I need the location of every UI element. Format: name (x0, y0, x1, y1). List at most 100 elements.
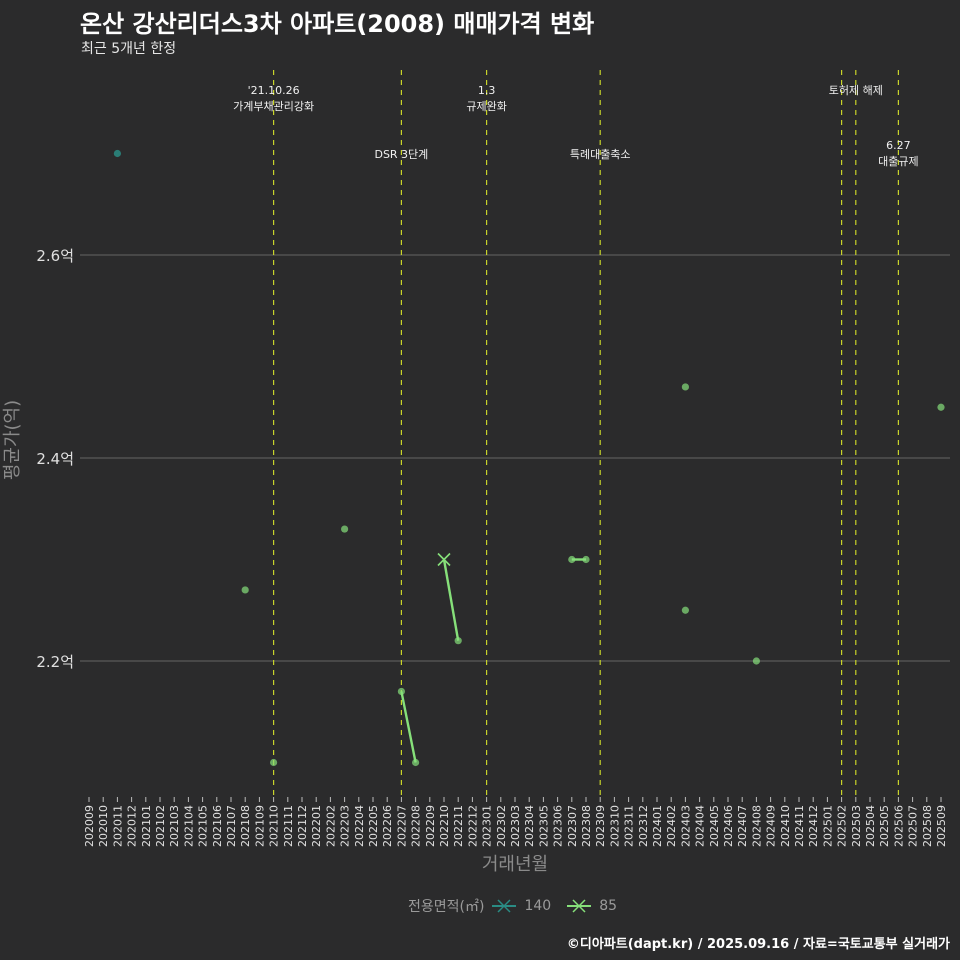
x-tick-label: 202302 (495, 805, 508, 847)
data-point-140 (113, 149, 121, 158)
data-point-85 (937, 403, 945, 411)
x-tick-label: 202507 (907, 805, 920, 847)
event-label: 가계부채관리강화 (233, 100, 314, 113)
x-tick-label: 202303 (509, 805, 522, 847)
legend-title: 전용면적(㎡) (408, 899, 485, 915)
x-tick-label: 202203 (339, 805, 352, 847)
data-point-85 (582, 555, 590, 564)
x-tick-label: 202412 (807, 805, 820, 847)
x-tick-label: 202407 (736, 805, 749, 847)
x-axis-title: 거래년월 (482, 854, 548, 875)
x-tick-label: 202105 (197, 805, 210, 847)
x-tick-label: 202205 (367, 805, 380, 847)
x-tick-label: 202404 (694, 805, 707, 847)
data-point-85 (270, 758, 278, 767)
x-tick-label: 202312 (637, 805, 650, 847)
y-tick-label: 2.2억 (36, 653, 74, 671)
x-tick-label: 202405 (708, 805, 721, 847)
x-tick-label: 202411 (793, 805, 806, 847)
x-tick-label: 202112 (296, 805, 309, 847)
series-line-85 (400, 691, 417, 763)
event-label: 특례대출축소 (570, 148, 631, 161)
x-tick-label: 202108 (239, 805, 252, 847)
legend-key-85-icon (567, 899, 592, 913)
chart-title: 온산 강산리더스3차 아파트(2008) 매매가격 변화 (80, 10, 595, 38)
source-caption: ©디아파트(dapt.kr) / 2025.09.16 / 자료=국토교통부 실… (566, 937, 950, 952)
x-tick-label: 202012 (126, 805, 139, 847)
x-tick-label: 202304 (523, 805, 536, 847)
y-axis-title: 평균가(억) (2, 400, 23, 480)
y-tick-label: 2.6억 (36, 247, 74, 265)
x-tick-label: 202009 (83, 805, 96, 847)
data-point-85 (752, 657, 761, 665)
x-tick-label: 202403 (679, 805, 692, 847)
x-tick-label: 202306 (552, 805, 565, 847)
x-tick-label: 202508 (921, 805, 934, 847)
series-line-85 (442, 559, 460, 641)
event-label: 토허제 해제 (829, 83, 883, 97)
x-tick-label: 202210 (438, 805, 451, 847)
x-tick-label: 202101 (140, 805, 153, 847)
x-tick-label: 202104 (182, 805, 195, 847)
legend-label-140: 140 (524, 898, 552, 914)
x-tick-label: 202505 (878, 805, 891, 847)
legend-key-140-icon (492, 899, 517, 913)
x-tick-label: 202408 (750, 805, 763, 847)
event-label: '21.10.26 (248, 84, 300, 97)
x-tick-label: 202102 (154, 805, 167, 847)
x-tick-label: 202307 (566, 805, 579, 847)
x-tick-label: 202509 (935, 805, 948, 847)
x-tick-label: 202501 (821, 805, 834, 847)
data-point-x-85 (437, 552, 451, 567)
data-point-85 (681, 606, 690, 614)
x-tick-label: 202202 (324, 805, 337, 847)
x-tick-label: 202011 (111, 805, 124, 847)
data-point-85 (454, 637, 462, 645)
data-point-85 (568, 555, 576, 564)
x-tick-label: 202504 (864, 805, 877, 847)
x-tick-label: 202310 (608, 805, 621, 847)
x-tick-label: 202506 (892, 805, 905, 847)
x-tick-label: 202110 (268, 805, 281, 847)
x-tick-label: 202502 (836, 805, 849, 847)
data-point-85 (241, 586, 249, 594)
data-point-85 (341, 525, 349, 533)
x-tick-label: 202402 (665, 805, 678, 847)
x-tick-label: 202208 (410, 805, 423, 847)
data-point-85 (681, 383, 690, 391)
legend: 전용면적(㎡) 140 85 (408, 896, 617, 916)
x-tick-label: 202106 (211, 805, 224, 847)
x-tick-label: 202406 (722, 805, 735, 847)
data-point-85 (397, 687, 405, 696)
chart-subtitle: 최근 5개년 한정 (81, 41, 177, 57)
x-tick-label: 202209 (424, 805, 437, 847)
x-tick-label: 202212 (466, 805, 479, 847)
x-tick-label: 202401 (651, 805, 664, 847)
x-tick-label: 202201 (310, 805, 323, 847)
data-point-85 (412, 758, 420, 767)
x-tick-label: 202206 (381, 805, 394, 847)
event-label: 6.27 (886, 139, 911, 152)
event-label: DSR 3단계 (374, 148, 428, 161)
event-label: 규제완화 (466, 100, 506, 113)
x-tick-label: 202409 (765, 805, 778, 847)
x-tick-label: 202107 (225, 805, 238, 847)
x-tick-label: 202103 (168, 805, 181, 847)
x-tick-label: 202503 (850, 805, 863, 847)
legend-label-85: 85 (599, 898, 618, 914)
x-tick-label: 202410 (779, 805, 792, 847)
x-tick-label: 202111 (282, 805, 295, 847)
x-tick-label: 202311 (623, 805, 636, 847)
x-tick-label: 202109 (253, 805, 266, 847)
y-tick-label: 2.4억 (36, 450, 74, 468)
x-tick-label: 202301 (481, 805, 494, 847)
event-label: 대출규제 (878, 155, 918, 168)
x-tick-label: 202309 (594, 805, 607, 847)
x-tick-label: 202207 (395, 805, 408, 847)
x-tick-label: 202211 (452, 805, 465, 847)
x-tick-label: 202010 (97, 805, 110, 847)
x-tick-label: 202308 (580, 805, 593, 847)
x-tick-label: 202204 (353, 805, 366, 847)
